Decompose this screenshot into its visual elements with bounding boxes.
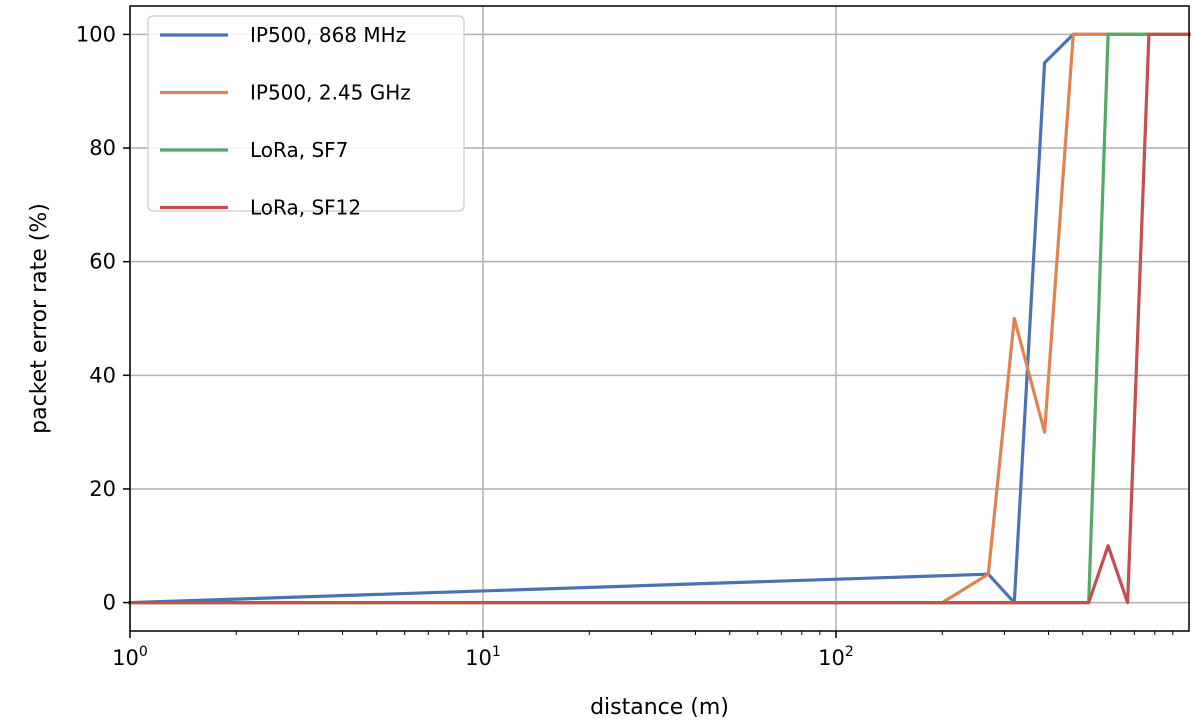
legend-entry-label: IP500, 2.45 GHz: [250, 81, 411, 105]
x-axis-label: distance (m): [590, 695, 729, 720]
axis-ticks: 0 20 40 60 80 100 100 101 102: [76, 22, 1174, 670]
y-tick-label: 20: [89, 477, 116, 501]
series-line: [128, 32, 1191, 605]
y-tick-label: 80: [89, 136, 116, 160]
legend-entry-label: LoRa, SF7: [250, 138, 348, 162]
legend-entry-label: IP500, 868 MHz: [250, 23, 406, 47]
y-axis-label: packet error rate (%): [27, 203, 52, 434]
legend: IP500, 868 MHz IP500, 2.45 GHz LoRa, SF7 Lo…: [147, 15, 465, 220]
x-tick-label: 100: [112, 644, 148, 670]
legend-frame: [147, 15, 465, 212]
x-tick-label: 102: [818, 644, 854, 670]
x-tick-label: 101: [465, 644, 501, 670]
y-tick-label: 60: [89, 250, 116, 274]
y-tick-label: 100: [76, 22, 116, 46]
y-tick-label: 0: [103, 591, 116, 615]
series-lines: [128, 32, 1191, 605]
y-tick-label: 40: [89, 363, 116, 387]
plot-frame: [129, 5, 1190, 632]
legend-entry-label: LoRa, SF12: [250, 196, 361, 220]
